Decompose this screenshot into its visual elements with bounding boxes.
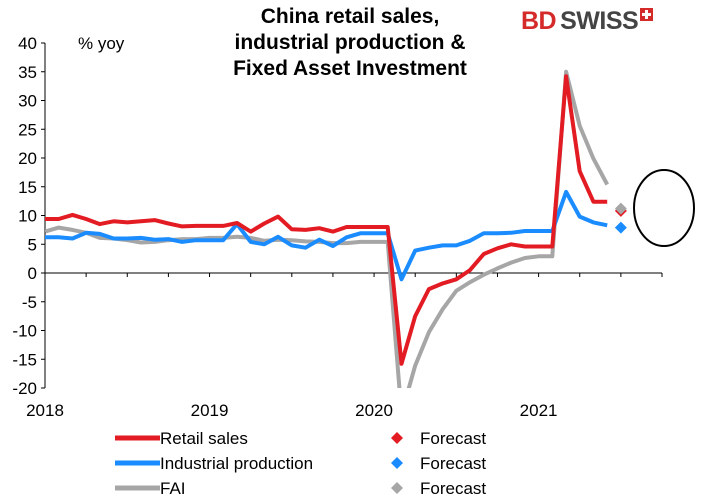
y-tick-label: -10 xyxy=(12,322,37,341)
y-tick-label: -5 xyxy=(22,293,37,312)
chart-axes: 40 35 30 25 20 15 10 5 0 -5 -10 -15 -20 2018 2019 2020 2… xyxy=(12,34,663,420)
swiss-cross-icon xyxy=(640,7,654,21)
chart-title-line-3: Fixed Asset Investment xyxy=(233,57,467,80)
chart-title: China retail sales, industrial productio… xyxy=(180,4,520,82)
forecast-highlight-circle xyxy=(633,169,695,247)
series-layer xyxy=(45,69,609,388)
y-tick-label: 25 xyxy=(18,120,37,139)
legend-forecast-marker-retail-sales xyxy=(391,432,403,444)
x-tick-label: 2021 xyxy=(520,401,558,420)
y-tick-label: 20 xyxy=(18,149,37,168)
y-unit-label: % yoy xyxy=(78,34,125,53)
series-line-industrial-production xyxy=(45,189,608,282)
forecast-point-fai xyxy=(614,202,627,215)
x-tick-label: 2018 xyxy=(26,401,64,420)
logo-text-bd: BD xyxy=(521,6,557,35)
legend-forecast-marker-fai xyxy=(391,482,403,494)
y-tick-label: 30 xyxy=(18,92,37,111)
y-tick-label: 5 xyxy=(28,235,37,254)
legend-label-fai: FAI xyxy=(160,479,186,498)
x-tick-label: 2019 xyxy=(191,401,229,420)
x-tick-label: 2020 xyxy=(355,401,393,420)
chart-title-line-2: industrial production & xyxy=(234,31,466,54)
legend-forecast-label-fai: Forecast xyxy=(420,479,486,498)
y-tick-label: 15 xyxy=(18,178,37,197)
y-tick-label: 0 xyxy=(28,264,37,283)
y-tick-label: 10 xyxy=(18,207,37,226)
y-tick-label: -20 xyxy=(12,379,37,398)
legend-forecast-label-industrial-production: Forecast xyxy=(420,454,486,473)
chart-title-line-1: China retail sales, xyxy=(260,5,440,28)
y-tick-label: 40 xyxy=(18,34,37,53)
y-tick-label: -15 xyxy=(12,350,37,369)
y-tick-label: 35 xyxy=(18,63,37,82)
legend-forecast-marker-industrial-production xyxy=(391,457,403,469)
legend-forecast-label-retail-sales: Forecast xyxy=(420,429,486,448)
legend: Retail sales Forecast Industrial productio… xyxy=(115,429,486,498)
series-line-retail-sales xyxy=(45,74,608,366)
logo-text-swiss: SWISS xyxy=(560,6,639,35)
forecast-point-industrial-production xyxy=(614,221,627,234)
bdswiss-logo: BD SWISS xyxy=(521,6,654,35)
forecast-layer xyxy=(614,202,627,234)
legend-label-industrial-production: Industrial production xyxy=(160,454,313,473)
legend-label-retail-sales: Retail sales xyxy=(160,429,248,448)
